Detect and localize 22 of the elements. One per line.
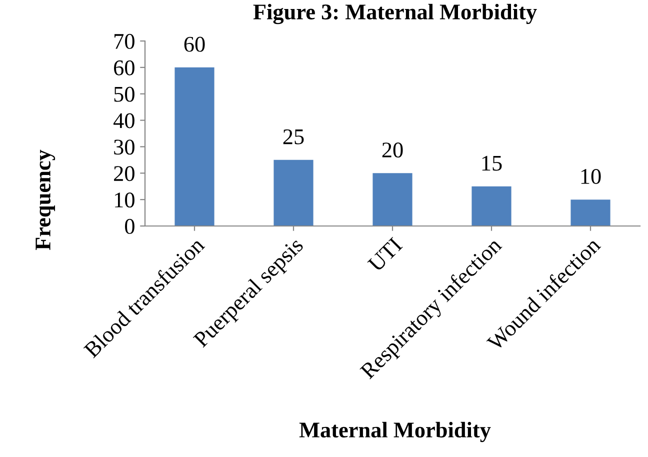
y-tick-label: 70 — [114, 34, 134, 49]
bar — [372, 173, 412, 226]
data-label: 10 — [581, 168, 601, 184]
data-label: 60 — [184, 36, 205, 52]
x-axis-title: Maternal Morbidity — [299, 422, 491, 442]
bar — [472, 186, 512, 226]
y-tick-label: 60 — [114, 60, 134, 76]
y-tick-label: 20 — [114, 166, 134, 182]
data-label: 15 — [482, 156, 502, 171]
bar — [174, 67, 214, 226]
bar — [274, 160, 314, 226]
x-tick-label: UTI — [367, 236, 404, 273]
y-tick-label: 40 — [113, 113, 134, 128]
y-axis-title: Frequency — [36, 150, 56, 250]
chart-title: Figure 3: Maternal Morbidity — [253, 4, 537, 24]
y-tick-label: 0 — [125, 218, 134, 234]
y-tick-label: 30 — [114, 140, 134, 155]
data-label: 25 — [283, 129, 304, 144]
y-tick-label: 50 — [114, 86, 134, 102]
bar — [570, 200, 610, 226]
y-tick-label: 10 — [115, 192, 134, 208]
data-label: 20 — [382, 142, 403, 158]
